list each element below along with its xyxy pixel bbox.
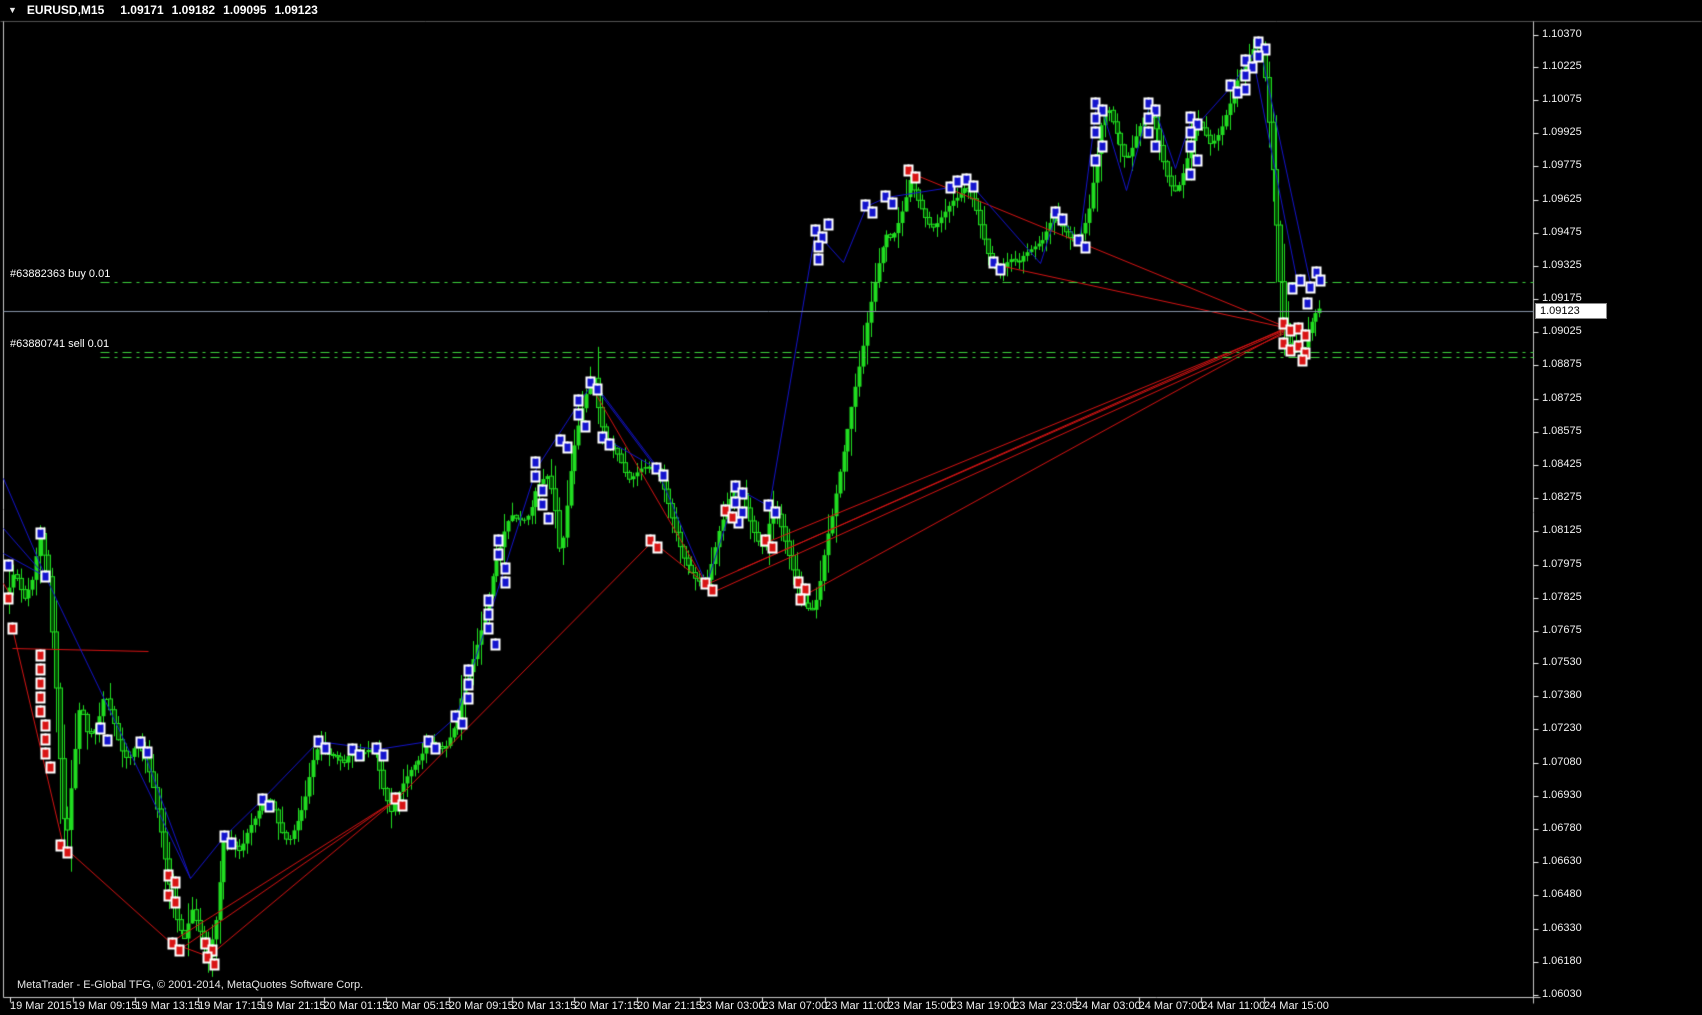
price-axis-label: 1.09925 — [1542, 126, 1582, 139]
price-axis-label: 1.07825 — [1542, 590, 1582, 603]
time-axis-label: 24 Mar 03:00 — [1075, 1000, 1141, 1012]
copyright-note: MetaTrader - E-Global TFG, © 2001-2014, … — [17, 979, 364, 991]
quote-close: 1.09123 — [274, 3, 318, 17]
time-axis-label: 20 Mar 05:15 — [386, 1000, 452, 1012]
quote-open: 1.09171 — [120, 3, 164, 17]
time-axis-label: 23 Mar 07:00 — [762, 1000, 828, 1012]
price-axis-label: 1.07675 — [1542, 623, 1582, 636]
time-axis-label: 20 Mar 21:15 — [637, 1000, 702, 1012]
buy-order-label[interactable]: #63882363 buy 0.01 — [10, 268, 111, 281]
quote-low: 1.09095 — [223, 3, 267, 17]
price-axis-label: 1.09025 — [1542, 325, 1582, 338]
price-axis-label: 1.08725 — [1542, 391, 1582, 404]
price-axis-label: 1.08875 — [1542, 358, 1582, 371]
price-axis-label: 1.08125 — [1542, 524, 1582, 537]
sell-order-label[interactable]: #63880741 sell 0.01 — [10, 337, 110, 350]
time-axis-label: 19 Mar 21:15 — [260, 1000, 326, 1012]
price-axis-label: 1.10370 — [1542, 27, 1582, 40]
time-axis-label: 19 Mar 2015 — [10, 1000, 72, 1012]
time-axis-label: 20 Mar 17:15 — [574, 1000, 640, 1012]
price-axis-label: 1.10075 — [1542, 93, 1582, 105]
price-axis-label: 1.07975 — [1542, 557, 1582, 570]
price-axis-label: 1.07230 — [1542, 722, 1582, 735]
quote-high: 1.09182 — [171, 3, 216, 17]
time-axis-label: 23 Mar 15:00 — [887, 1000, 953, 1012]
price-axis-label: 1.10225 — [1542, 59, 1582, 72]
time-axis-label: 20 Mar 01:15 — [323, 1000, 389, 1012]
price-axis-label: 1.07380 — [1542, 689, 1582, 702]
time-axis-label: 23 Mar 03:00 — [699, 1000, 765, 1012]
price-axis-label: 1.09625 — [1542, 192, 1582, 205]
price-axis-label: 1.09475 — [1542, 225, 1582, 238]
time-axis-label: 20 Mar 13:15 — [511, 1000, 577, 1012]
time-axis-label: 19 Mar 09:15 — [72, 1000, 138, 1012]
symbol-period-label: EURUSD,M15 — [26, 3, 105, 17]
time-axis-label: 20 Mar 09:15 — [448, 1000, 514, 1012]
time-axis-label: 24 Mar 07:00 — [1138, 1000, 1204, 1012]
price-axis-label: 1.09325 — [1542, 258, 1582, 271]
price-axis-label: 1.07530 — [1542, 656, 1582, 669]
price-axis-label: 1.06780 — [1542, 821, 1582, 834]
time-axis-label: 23 Mar 23:05 — [1013, 1000, 1079, 1012]
time-axis-label: 23 Mar 11:00 — [825, 1000, 890, 1012]
price-axis-label: 1.07080 — [1542, 755, 1582, 768]
time-axis-label: 23 Mar 19:00 — [950, 1000, 1016, 1012]
current-price-badge: 1.09123 — [1535, 302, 1607, 319]
price-axis-label: 1.06630 — [1542, 855, 1582, 868]
price-axis-label: 1.08575 — [1542, 424, 1582, 437]
collapse-triangle-icon[interactable]: ▼ — [8, 5, 17, 15]
chart-title: ▼ EURUSD,M15 1.09171 1.09182 1.09095 1.0… — [8, 3, 320, 17]
price-axis-label: 1.09175 — [1542, 292, 1582, 305]
time-axis-label: 24 Mar 11:00 — [1201, 1000, 1266, 1012]
price-axis-label: 1.06180 — [1542, 954, 1582, 967]
price-axis-label: 1.06030 — [1542, 987, 1582, 1000]
time-axis-label: 19 Mar 13:15 — [135, 1000, 201, 1012]
price-axis-label: 1.06480 — [1542, 888, 1582, 901]
price-axis-label: 1.08425 — [1542, 458, 1582, 471]
price-axis-label: 1.06330 — [1542, 921, 1582, 934]
price-axis-label: 1.08275 — [1542, 491, 1582, 504]
price-axis-label: 1.06930 — [1542, 788, 1582, 801]
time-axis-label: 19 Mar 17:15 — [198, 1000, 263, 1012]
time-axis-label: 24 Mar 15:00 — [1264, 1000, 1329, 1012]
price-axis-label: 1.09775 — [1542, 159, 1582, 172]
